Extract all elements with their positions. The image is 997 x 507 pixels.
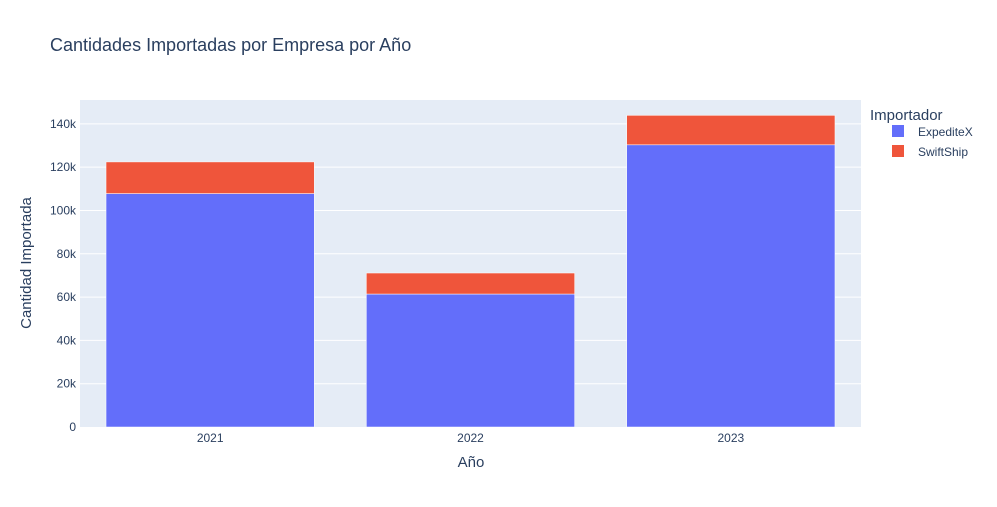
y-tick-label: 80k xyxy=(57,247,77,261)
x-tick-label: 2023 xyxy=(717,431,744,445)
y-tick-label: 60k xyxy=(57,290,77,304)
legend[interactable]: ExpediteX SwiftShip xyxy=(892,125,973,159)
x-tick-label: 2021 xyxy=(197,431,224,445)
x-axis-ticks: 2021 2022 2023 xyxy=(197,431,745,445)
x-axis-title: Año xyxy=(458,454,485,471)
y-tick-label: 100k xyxy=(50,203,77,217)
legend-swatch-expeditex[interactable] xyxy=(892,125,904,137)
bar-expeditex-2021[interactable] xyxy=(105,193,315,428)
legend-label-swiftship[interactable]: SwiftShip xyxy=(918,145,968,159)
y-tick-label: 120k xyxy=(50,160,77,174)
bars-group xyxy=(105,115,836,428)
y-tick-label: 0 xyxy=(69,420,76,434)
y-axis-title: Cantidad Importada xyxy=(18,196,35,328)
legend-swatch-swiftship[interactable] xyxy=(892,145,904,157)
x-tick-label: 2022 xyxy=(457,431,484,445)
bar-swiftship-2023[interactable] xyxy=(626,115,836,146)
chart-title: Cantidades Importadas por Empresa por Añ… xyxy=(50,35,411,55)
y-tick-label: 40k xyxy=(57,333,77,347)
bar-swiftship-2021[interactable] xyxy=(105,161,315,194)
bar-expeditex-2023[interactable] xyxy=(626,144,836,428)
bar-expeditex-2022[interactable] xyxy=(366,293,575,428)
legend-label-expeditex[interactable]: ExpediteX xyxy=(918,125,973,139)
y-tick-label: 20k xyxy=(57,377,77,391)
legend-title: Importador xyxy=(870,107,943,124)
bar-swiftship-2022[interactable] xyxy=(366,272,575,295)
y-axis-ticks: 0 20k 40k 60k 80k 100k 120k 140k xyxy=(50,117,77,434)
y-tick-label: 140k xyxy=(50,117,77,131)
